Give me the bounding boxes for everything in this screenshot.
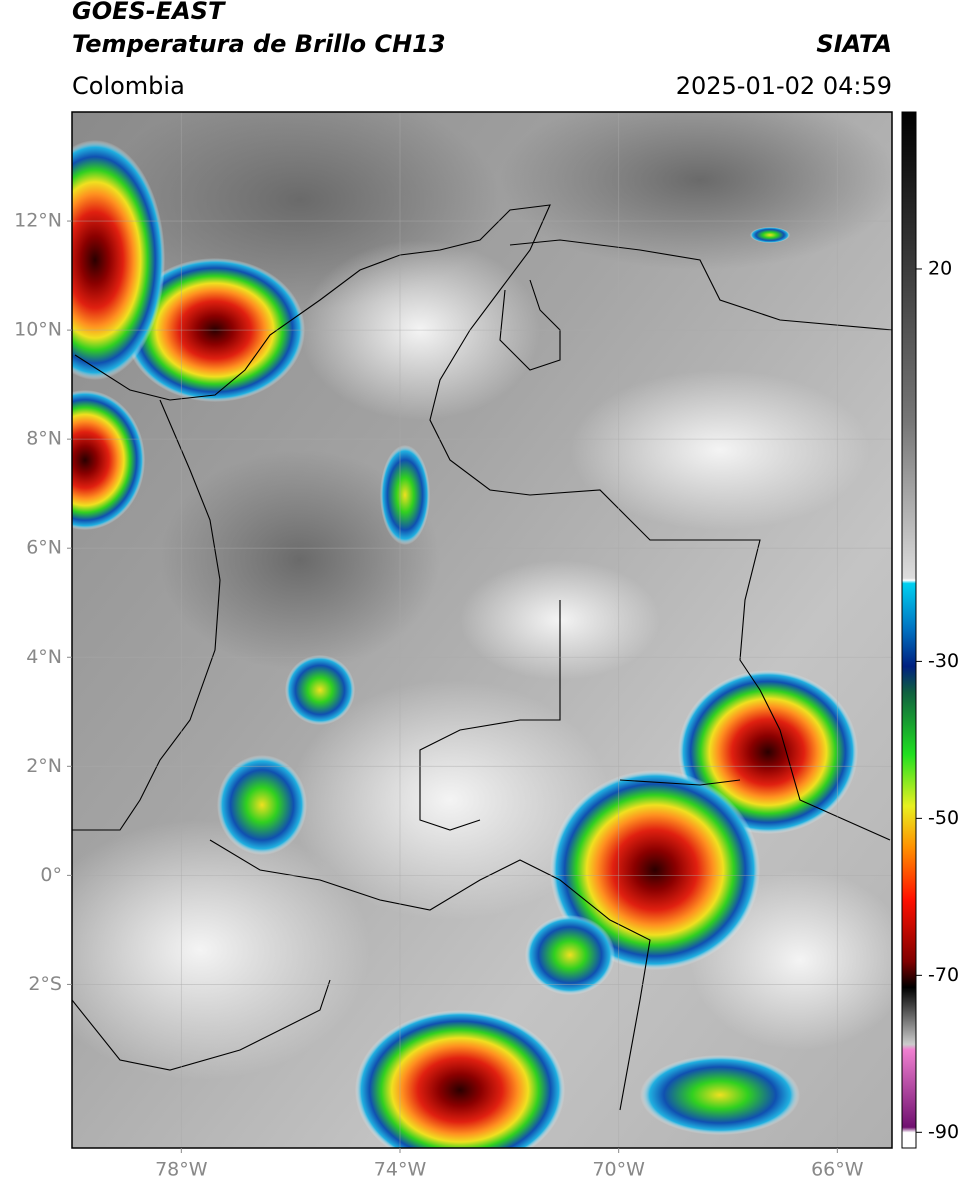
subtitle: Temperatura de Brillo CH13 <box>72 30 446 58</box>
region: Colombia <box>72 72 185 100</box>
title: GOES-EAST <box>72 0 226 25</box>
colorbar-tick-label: -90 <box>928 1121 959 1143</box>
lon-tick-label: 74°W <box>374 1159 427 1181</box>
colorbar <box>901 111 917 1149</box>
lat-tick-label: 12°N <box>14 210 62 232</box>
lat-tick-label: 8°N <box>26 428 62 450</box>
lat-tick-label: 2°N <box>26 755 62 777</box>
lon-tick-label: 66°W <box>811 1159 864 1181</box>
lat-tick-label: 6°N <box>26 537 62 559</box>
labels: 78°W 74°W 70°W 66°W 12°N 10°N 8°N 6°N 4°N 2°N 0° 2°… <box>14 210 959 1181</box>
agency: SIATA <box>816 30 892 58</box>
colorbar-tick-label: -50 <box>928 807 959 829</box>
borders <box>72 204 892 1111</box>
graticule <box>72 112 892 1148</box>
colorbar-tick-label: -70 <box>928 964 959 986</box>
lat-tick-label: 0° <box>40 864 62 886</box>
lat-tick-label: 4°N <box>26 646 62 668</box>
colorbar-tick-label: 20 <box>928 257 952 279</box>
lon-tick-label: 78°W <box>155 1159 208 1181</box>
lat-tick-label: 2°S <box>28 973 62 995</box>
colorbar-tick-label: -30 <box>928 650 959 672</box>
lon-tick-label: 70°W <box>592 1159 645 1181</box>
map-frame <box>71 111 893 1149</box>
lat-tick-label: 10°N <box>14 319 62 341</box>
datetime: 2025-01-02 04:59 <box>676 72 892 100</box>
satellite-image <box>72 112 892 1148</box>
